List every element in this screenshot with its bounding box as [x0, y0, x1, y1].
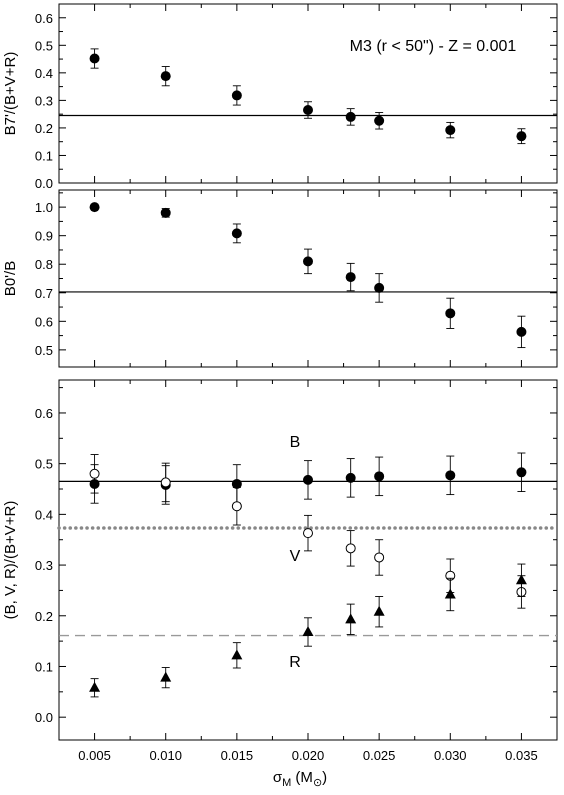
y-tick-label: 0.8 [35, 257, 53, 272]
data-point-open [231, 501, 242, 512]
data-point [374, 471, 385, 482]
y-tick-label: 0.7 [35, 286, 53, 301]
x-tick-label: 0.015 [221, 748, 254, 763]
y-tick-label: 0.1 [35, 659, 53, 674]
y-tick-label: 0.4 [35, 507, 53, 522]
y-tick-label: 0.2 [35, 609, 53, 624]
annotation-label: R [289, 654, 301, 671]
data-point [516, 326, 527, 337]
y-tick-label: 0.3 [35, 93, 53, 108]
data-point [160, 71, 171, 82]
x-tick-label: 0.025 [363, 748, 396, 763]
annotation-label: M3 (r < 50") - Z = 0.001 [350, 38, 517, 55]
data-point-open [345, 543, 356, 554]
y-tick-label: 0.5 [35, 457, 53, 472]
data-point [374, 282, 385, 293]
panel-frame [58, 379, 558, 741]
data-point [445, 125, 456, 136]
y-tick-label: 0.0 [35, 710, 53, 725]
data-point-open [374, 552, 385, 563]
data-point-open [303, 528, 313, 539]
y-tick-label: 0.5 [35, 38, 53, 53]
x-tick-label: 0.030 [434, 748, 467, 763]
panel-frame [58, 189, 558, 368]
x-tick-label: 0.010 [149, 748, 182, 763]
data-point [89, 53, 100, 64]
y-tick-label: 0.4 [35, 66, 53, 81]
data-point [516, 131, 527, 142]
data-point-triangle [373, 605, 385, 616]
y-tick-label: 0.1 [35, 148, 53, 163]
y-tick-label: 0.0 [35, 176, 53, 191]
y-tick-label: 0.2 [35, 121, 53, 136]
data-point [345, 272, 356, 283]
data-point [445, 308, 456, 319]
panel-1: 0.0 0.1 0.2 0.3 0.4 0.5 0.6 M3 (r < 50") - Z = … [2, 3, 558, 191]
x-axis-label: σM (M⊙) [273, 769, 327, 789]
y-tick-label: 1.0 [35, 200, 53, 215]
x-tick-label: 0.020 [292, 748, 325, 763]
annotation-label: V [290, 548, 301, 565]
y-tick-label: 0.6 [35, 314, 53, 329]
data-point [303, 474, 313, 485]
y-axis-label: B7'/(B+V+R) [2, 52, 19, 136]
data-point [345, 472, 356, 483]
data-point [231, 90, 242, 101]
data-point-triangle [160, 671, 172, 682]
data-point [303, 256, 313, 267]
y-tick-label: 0.3 [35, 558, 53, 573]
y-tick-label: 0.6 [35, 11, 53, 26]
y-tick-label: 0.5 [35, 343, 53, 358]
data-point-open [89, 468, 100, 479]
panel-frame [58, 3, 558, 184]
y-tick-label: 0.9 [35, 229, 53, 244]
data-point-triangle [345, 613, 357, 624]
data-point-triangle [302, 626, 314, 636]
data-point [516, 467, 527, 478]
y-tick-label: 0.6 [35, 406, 53, 421]
panel-3: 0.0 0.1 0.2 0.3 0.4 0.5 0.6 0.005 0.010 0.015 0.02… [2, 379, 559, 763]
y-axis-label: (B, V, R)/(B+V+R) [2, 501, 19, 620]
y-axis-label: B0'/B [2, 261, 19, 296]
data-point [231, 478, 242, 489]
data-point [374, 115, 385, 126]
x-tick-label: 0.005 [78, 748, 111, 763]
panel-2: 0.5 0.6 0.7 0.8 0.9 1.0 B0'/B [2, 189, 558, 368]
data-point-triangle [515, 574, 527, 585]
data-point [445, 470, 456, 481]
data-point [160, 207, 171, 218]
data-point-triangle [444, 588, 456, 599]
data-point [345, 111, 356, 122]
data-point [303, 105, 313, 116]
data-point [231, 228, 242, 239]
data-point [89, 202, 100, 213]
data-point-triangle [231, 649, 243, 660]
data-point-open [160, 477, 171, 488]
panels: 0.0 0.1 0.2 0.3 0.4 0.5 0.6 M3 (r < 50") - Z = … [2, 3, 559, 763]
data-point-triangle [89, 681, 101, 692]
x-tick-label: 0.035 [505, 748, 538, 763]
annotation-label: B [290, 434, 301, 451]
